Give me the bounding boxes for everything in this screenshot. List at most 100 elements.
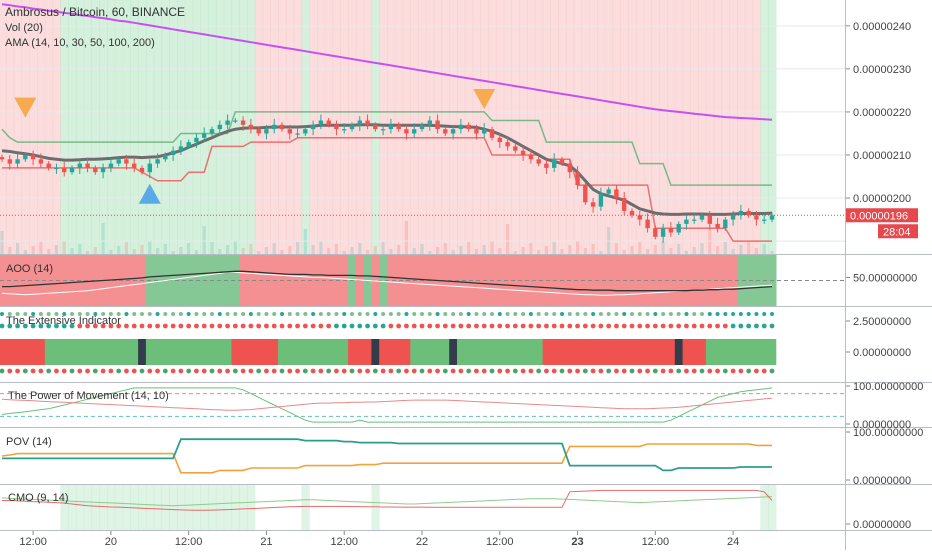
ext-dot-top bbox=[762, 312, 767, 316]
time-axis-label: 23 bbox=[571, 536, 583, 548]
volume-bar bbox=[490, 241, 494, 254]
zone-red bbox=[0, 0, 7, 254]
ext-dot-mid bbox=[559, 323, 565, 329]
volume-bar bbox=[474, 249, 478, 254]
ama-legend[interactable]: AMA (14, 10, 30, 50, 100, 200) bbox=[5, 37, 155, 49]
ext-dot-mid bbox=[505, 323, 510, 329]
ext-dot-bottom bbox=[170, 368, 176, 374]
ext-dot-mid bbox=[108, 323, 114, 329]
candle-body bbox=[318, 120, 324, 125]
power-axis-label: 0.00000000 bbox=[853, 419, 911, 431]
ext-dot-mid bbox=[699, 323, 705, 329]
aoo-band-red bbox=[387, 255, 396, 306]
volume-bar bbox=[156, 248, 160, 254]
ext-dot-bottom bbox=[606, 368, 612, 374]
volume-bar bbox=[684, 251, 688, 254]
ext-dot-bottom bbox=[357, 368, 363, 374]
zone-red bbox=[5, 0, 15, 254]
candle-body bbox=[520, 150, 526, 155]
time-axis-label: 24 bbox=[727, 536, 739, 548]
candle-body bbox=[7, 159, 12, 164]
ext-dot-top bbox=[513, 312, 518, 316]
cmo-zone bbox=[200, 485, 209, 530]
aoo-band-red bbox=[37, 255, 46, 306]
pov-axis-label: 100.00000000 bbox=[853, 427, 923, 439]
price-axis[interactable]: 0.00000240 0.00000230 0.00000220 0.00000210… bbox=[846, 21, 923, 531]
candle-body bbox=[412, 129, 417, 134]
symbol-title[interactable]: Ambrosus / Bitcoin, 60, BINANCE bbox=[5, 5, 185, 19]
aoo-band-red bbox=[597, 255, 606, 306]
ext-block bbox=[542, 339, 551, 365]
ext-dot-mid bbox=[598, 323, 604, 329]
ext-block bbox=[768, 339, 777, 365]
aoo-band-red bbox=[651, 255, 660, 306]
ext-dot-mid bbox=[162, 323, 168, 329]
ext-dot-bottom bbox=[54, 368, 59, 374]
zone-green bbox=[68, 0, 77, 254]
time-axis[interactable]: 12:00 20 12:00 21 12:00 22 12:00 23 12:00 24 bbox=[19, 531, 739, 548]
cmo-signal-line bbox=[1, 496, 773, 507]
candle-body bbox=[629, 210, 635, 216]
ext-block bbox=[231, 339, 240, 365]
candle-body bbox=[730, 215, 736, 220]
ext-dot-bottom bbox=[232, 368, 238, 374]
ext-dot-top bbox=[373, 312, 378, 316]
ext-dot-bottom bbox=[450, 368, 456, 374]
ext-dot-top bbox=[210, 312, 214, 316]
zone-red bbox=[635, 0, 645, 254]
ext-dot-top bbox=[23, 312, 28, 316]
vol-legend[interactable]: Vol (20) bbox=[5, 22, 43, 34]
ext-block bbox=[674, 339, 683, 365]
volume-bar bbox=[210, 242, 214, 254]
zone-red bbox=[511, 0, 520, 254]
volume-bar bbox=[311, 245, 315, 254]
cmo-zone bbox=[215, 485, 225, 530]
candle-body bbox=[303, 129, 308, 134]
ext-dot-mid bbox=[551, 323, 557, 329]
aoo-pane bbox=[0, 255, 845, 306]
candlesticks[interactable] bbox=[0, 114, 775, 243]
time-axis-label: 12:00 bbox=[175, 536, 203, 548]
ext-dot-top bbox=[754, 312, 759, 316]
candle-body bbox=[575, 172, 580, 186]
ext-dot-top bbox=[77, 312, 82, 316]
time-axis-label: 12:00 bbox=[19, 536, 47, 548]
candle-body bbox=[653, 228, 658, 237]
candle-body bbox=[326, 120, 331, 125]
time-axis-label: 22 bbox=[416, 536, 428, 548]
ext-dot-bottom bbox=[201, 368, 207, 374]
ext-dot-mid bbox=[100, 323, 106, 329]
ext-dot-mid bbox=[411, 323, 417, 329]
ext-block bbox=[161, 339, 170, 365]
ext-block bbox=[371, 339, 380, 365]
aoo-band-red bbox=[371, 255, 380, 306]
candle-body bbox=[489, 129, 495, 138]
cmo-zone bbox=[83, 485, 93, 530]
aoo-band-green bbox=[177, 255, 186, 306]
ext-dot-bottom bbox=[318, 368, 324, 374]
ext-dot-top bbox=[194, 312, 199, 316]
volume-bar bbox=[389, 249, 393, 254]
zone-red bbox=[581, 0, 590, 254]
ext-block bbox=[68, 339, 77, 365]
ext-dot-bottom bbox=[147, 368, 153, 374]
extensive-title[interactable]: The Extensive Indicator bbox=[6, 315, 121, 327]
ext-dot-mid bbox=[357, 323, 363, 329]
zone-green bbox=[177, 0, 186, 254]
ext-dot-mid bbox=[575, 323, 580, 329]
ext-dot-bottom bbox=[388, 368, 394, 374]
volume-bar bbox=[366, 250, 370, 254]
power-title[interactable]: The Power of Movement (14, 10) bbox=[8, 390, 169, 402]
volume-bar bbox=[397, 245, 401, 254]
ext-block bbox=[659, 339, 668, 365]
volume-bar bbox=[39, 242, 43, 254]
candle-body bbox=[450, 129, 456, 134]
cmo-title[interactable]: CMO (9, 14) bbox=[8, 492, 69, 504]
aoo-title[interactable]: AOO (14) bbox=[6, 263, 53, 275]
volume-bar bbox=[762, 244, 766, 254]
candle-body bbox=[69, 167, 75, 173]
zone-green bbox=[138, 0, 147, 254]
pov-title[interactable]: POV (14) bbox=[6, 436, 52, 448]
